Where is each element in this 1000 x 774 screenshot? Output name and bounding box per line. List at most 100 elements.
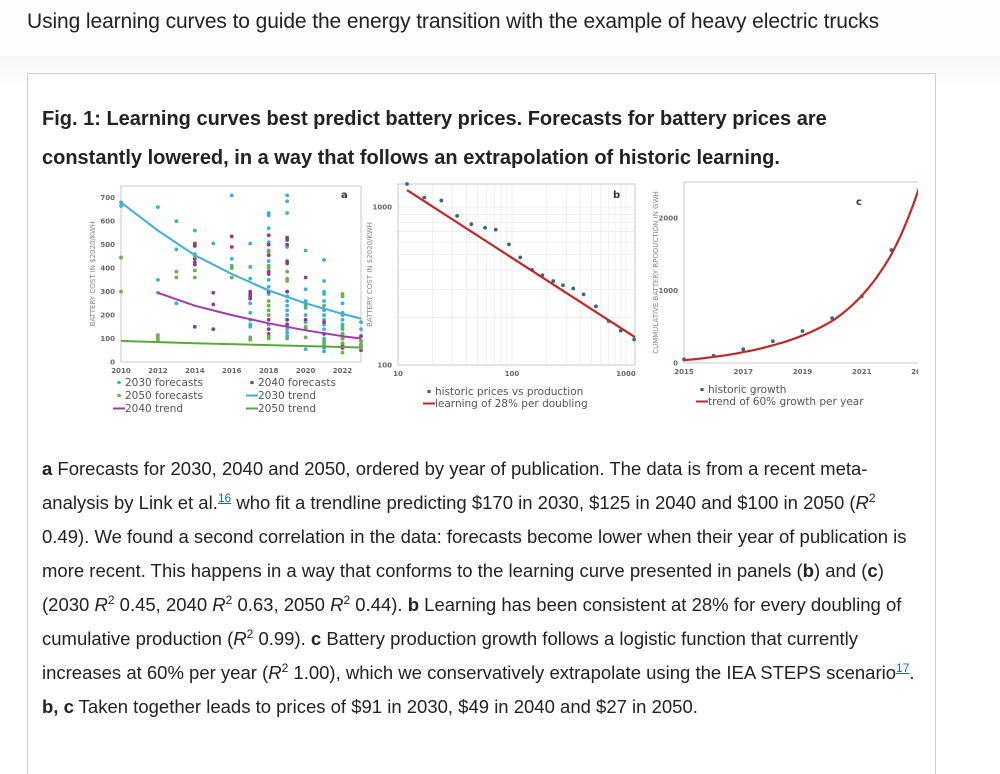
data-point [322,303,326,308]
chart-legend: 2030 forecasts 2040 forecasts 2050 forecas… [113,377,336,415]
data-point [285,211,290,215]
figure-image: 0 100 200 300 400 500 600 700 2010 2012 2014 2016 20… [58,179,918,444]
x-tick-label: 2014 [185,367,205,375]
data-point [322,299,326,303]
italic-symbol: R [94,594,108,615]
data-point [303,335,308,340]
chart-panel-c: 0 1000 2000 2015 2017 2019 2021 2023 CUMMULATIVE… [652,181,918,408]
data-point [285,279,290,283]
data-point [229,245,234,249]
description-text: 0.49). We found a second correlation in … [42,526,907,581]
description-text: 1.00), which we conservatively extrapola… [288,662,897,683]
data-point [594,304,598,309]
data-point [285,317,290,322]
panel-reference-bold: a [42,458,53,479]
data-point [340,301,345,306]
data-point [119,204,123,208]
top-bar: Using learning curves to guide the energ… [0,0,1000,56]
data-point [455,213,460,218]
description-text: Taken together leads to prices of $91 in… [73,696,698,717]
italic-symbol: R [330,594,344,615]
data-point [285,303,290,308]
superscript: 2 [225,592,233,607]
data-point [248,296,253,301]
legend-marker-point [700,387,704,392]
data-point [303,248,308,253]
plot-frame [120,185,362,363]
data-point [359,338,363,343]
data-point [303,303,308,308]
data-point [322,338,326,343]
data-point [192,324,197,329]
data-point [266,259,271,263]
reference-link[interactable]: 17 [896,660,910,675]
x-tick-label: 2023 [911,368,918,376]
data-point [322,327,326,332]
data-point [266,336,271,341]
description-text: . [909,662,915,683]
trend-line [120,339,362,349]
data-point [156,205,160,210]
superscript: 2 [246,626,254,641]
figure-description: a Forecasts for 2030, 2040 and 2050, ord… [42,452,927,724]
data-point [322,349,326,354]
data-point [493,227,498,232]
data-point [229,256,234,261]
legend-label: trend of 60% growth per year [708,396,864,408]
description-text: Forecasts for 2030, 2040 and 2050, order… [42,458,868,513]
data-point [192,275,197,280]
description-text: Learning has been consistent at 28% for … [42,594,902,649]
data-point [174,247,179,252]
x-tick-label: 2018 [259,367,279,375]
data-point [174,219,179,224]
y-tick-label: 400 [100,265,115,273]
data-point [285,313,290,317]
data-point [266,299,271,303]
data-point [248,241,253,246]
data-point [174,269,179,274]
y-tick-label: 700 [100,194,115,202]
data-point [340,317,345,322]
legend-label: 2040 trend [125,403,183,415]
data-point [248,324,253,329]
panel-reference-bold: c [310,628,322,649]
data-point [422,195,427,200]
italic-symbol: R [212,594,226,615]
data-point [229,266,234,271]
y-tick-label: 100 [377,362,392,370]
data-point [340,336,345,341]
data-point [285,330,290,335]
data-point [285,199,290,204]
y-tick-label: 1000 [659,287,679,295]
data-point [266,317,271,322]
panel-reference-bold: c [867,560,878,581]
italic-symbol: R [268,662,282,683]
y-tick-label: 0 [110,359,115,367]
data-point [266,272,271,276]
panel-reference-bold: b [407,594,420,615]
data-point [266,327,271,332]
data-point [507,242,511,247]
data-point [285,193,290,198]
panel-label: c [856,197,862,208]
trend-line [120,201,362,320]
data-point [192,268,197,273]
data-point [469,222,474,227]
x-tick-label: 2021 [852,368,872,376]
panel-label: a [341,190,348,201]
data-point [211,327,216,332]
legend-label: historic prices vs production [435,386,583,398]
data-point [174,275,179,280]
data-point [561,283,565,288]
reference-link[interactable]: 16 [217,490,232,505]
data-point [266,313,271,317]
data-point [211,241,216,246]
data-point [439,198,444,203]
x-tick-label: 2019 [793,368,813,376]
data-point [405,182,409,186]
data-point [571,286,576,291]
data-point [266,233,271,238]
description-text: Battery production growth follows a logi… [42,628,858,683]
